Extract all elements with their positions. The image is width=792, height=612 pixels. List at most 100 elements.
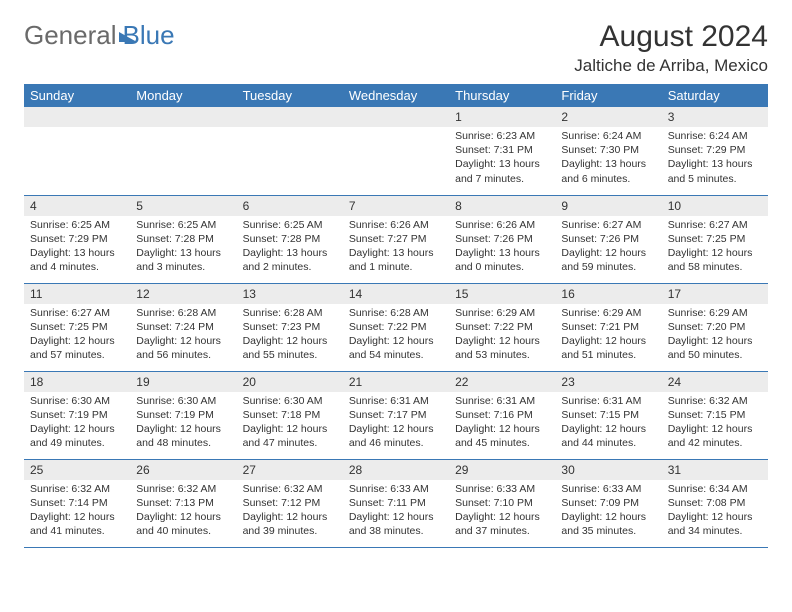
calendar-cell: 13Sunrise: 6:28 AMSunset: 7:23 PMDayligh… [237, 283, 343, 371]
day-number: 1 [449, 107, 555, 127]
sun-line: Sunrise: 6:33 AM [455, 482, 549, 496]
calendar-cell: 1Sunrise: 6:23 AMSunset: 7:31 PMDaylight… [449, 107, 555, 195]
day-number: 20 [237, 372, 343, 392]
calendar-cell [343, 107, 449, 195]
sun-line: Daylight: 12 hours and 53 minutes. [455, 334, 549, 362]
sun-line: Daylight: 12 hours and 38 minutes. [349, 510, 443, 538]
sun-line: Sunrise: 6:31 AM [455, 394, 549, 408]
sun-line: Daylight: 12 hours and 40 minutes. [136, 510, 230, 538]
location-label: Jaltiche de Arriba, Mexico [574, 56, 768, 76]
day-number: 3 [662, 107, 768, 127]
logo-text-general: General [24, 20, 117, 51]
cell-body: Sunrise: 6:29 AMSunset: 7:20 PMDaylight:… [662, 304, 768, 367]
cell-body: Sunrise: 6:23 AMSunset: 7:31 PMDaylight:… [449, 127, 555, 190]
sun-line: Sunrise: 6:30 AM [136, 394, 230, 408]
calendar-cell: 28Sunrise: 6:33 AMSunset: 7:11 PMDayligh… [343, 459, 449, 547]
sun-line: Daylight: 12 hours and 45 minutes. [455, 422, 549, 450]
sun-line: Daylight: 13 hours and 6 minutes. [561, 157, 655, 185]
day-number: 26 [130, 460, 236, 480]
sun-line: Daylight: 12 hours and 34 minutes. [668, 510, 762, 538]
sun-line: Sunrise: 6:23 AM [455, 129, 549, 143]
sun-line: Sunrise: 6:24 AM [561, 129, 655, 143]
col-header: Tuesday [237, 84, 343, 107]
sun-line: Sunset: 7:21 PM [561, 320, 655, 334]
sun-line: Sunset: 7:31 PM [455, 143, 549, 157]
sun-line: Sunset: 7:28 PM [243, 232, 337, 246]
calendar-header-row: Sunday Monday Tuesday Wednesday Thursday… [24, 84, 768, 107]
sun-line: Sunrise: 6:26 AM [455, 218, 549, 232]
calendar-cell [24, 107, 130, 195]
day-number: 21 [343, 372, 449, 392]
cell-body: Sunrise: 6:28 AMSunset: 7:23 PMDaylight:… [237, 304, 343, 367]
cell-body: Sunrise: 6:32 AMSunset: 7:13 PMDaylight:… [130, 480, 236, 543]
sun-line: Sunrise: 6:24 AM [668, 129, 762, 143]
sun-line: Sunrise: 6:32 AM [668, 394, 762, 408]
sun-line: Sunset: 7:28 PM [136, 232, 230, 246]
day-number: 7 [343, 196, 449, 216]
sun-line: Daylight: 12 hours and 55 minutes. [243, 334, 337, 362]
sun-line: Sunrise: 6:34 AM [668, 482, 762, 496]
sun-line: Sunrise: 6:26 AM [349, 218, 443, 232]
sun-line: Sunrise: 6:30 AM [243, 394, 337, 408]
calendar-cell: 24Sunrise: 6:32 AMSunset: 7:15 PMDayligh… [662, 371, 768, 459]
sun-line: Daylight: 13 hours and 1 minute. [349, 246, 443, 274]
sun-line: Sunset: 7:10 PM [455, 496, 549, 510]
logo: General Blue [24, 20, 175, 51]
sun-line: Sunset: 7:22 PM [349, 320, 443, 334]
page-header: General Blue August 2024 Jaltiche de Arr… [24, 20, 768, 76]
day-number: 27 [237, 460, 343, 480]
cell-body: Sunrise: 6:25 AMSunset: 7:28 PMDaylight:… [237, 216, 343, 279]
sun-line: Daylight: 12 hours and 41 minutes. [30, 510, 124, 538]
sun-line: Sunset: 7:29 PM [668, 143, 762, 157]
cell-body: Sunrise: 6:25 AMSunset: 7:28 PMDaylight:… [130, 216, 236, 279]
cell-body: Sunrise: 6:31 AMSunset: 7:16 PMDaylight:… [449, 392, 555, 455]
calendar-week-row: 25Sunrise: 6:32 AMSunset: 7:14 PMDayligh… [24, 459, 768, 547]
title-block: August 2024 Jaltiche de Arriba, Mexico [574, 20, 768, 76]
sun-line: Daylight: 12 hours and 51 minutes. [561, 334, 655, 362]
calendar-cell: 7Sunrise: 6:26 AMSunset: 7:27 PMDaylight… [343, 195, 449, 283]
sun-line: Daylight: 12 hours and 42 minutes. [668, 422, 762, 450]
day-number: 12 [130, 284, 236, 304]
sun-line: Sunrise: 6:28 AM [349, 306, 443, 320]
sun-line: Daylight: 12 hours and 57 minutes. [30, 334, 124, 362]
sun-line: Sunset: 7:29 PM [30, 232, 124, 246]
sun-line: Daylight: 12 hours and 39 minutes. [243, 510, 337, 538]
cell-body: Sunrise: 6:34 AMSunset: 7:08 PMDaylight:… [662, 480, 768, 543]
day-number: 18 [24, 372, 130, 392]
col-header: Saturday [662, 84, 768, 107]
sun-line: Sunrise: 6:32 AM [136, 482, 230, 496]
sun-line: Daylight: 12 hours and 44 minutes. [561, 422, 655, 450]
day-number: 24 [662, 372, 768, 392]
sun-line: Sunset: 7:11 PM [349, 496, 443, 510]
calendar-cell: 31Sunrise: 6:34 AMSunset: 7:08 PMDayligh… [662, 459, 768, 547]
sun-line: Daylight: 13 hours and 2 minutes. [243, 246, 337, 274]
calendar-cell: 25Sunrise: 6:32 AMSunset: 7:14 PMDayligh… [24, 459, 130, 547]
calendar-cell: 6Sunrise: 6:25 AMSunset: 7:28 PMDaylight… [237, 195, 343, 283]
calendar-table: Sunday Monday Tuesday Wednesday Thursday… [24, 84, 768, 548]
cell-body: Sunrise: 6:31 AMSunset: 7:17 PMDaylight:… [343, 392, 449, 455]
sun-line: Sunrise: 6:29 AM [561, 306, 655, 320]
day-number: 8 [449, 196, 555, 216]
cell-body: Sunrise: 6:33 AMSunset: 7:10 PMDaylight:… [449, 480, 555, 543]
sun-line: Sunset: 7:14 PM [30, 496, 124, 510]
calendar-cell: 3 Sunrise: 6:24 AMSunset: 7:29 PMDaylight… [662, 107, 768, 195]
cell-body: Sunrise: 6:25 AMSunset: 7:29 PMDaylight:… [24, 216, 130, 279]
sun-line: Daylight: 12 hours and 47 minutes. [243, 422, 337, 450]
col-header: Sunday [24, 84, 130, 107]
sun-line: Daylight: 12 hours and 37 minutes. [455, 510, 549, 538]
calendar-cell: 17Sunrise: 6:29 AMSunset: 7:20 PMDayligh… [662, 283, 768, 371]
cell-body: Sunrise: 6:30 AMSunset: 7:19 PMDaylight:… [130, 392, 236, 455]
day-number: 13 [237, 284, 343, 304]
day-number [130, 107, 236, 127]
day-number: 28 [343, 460, 449, 480]
day-number: 11 [24, 284, 130, 304]
sun-line: Sunset: 7:23 PM [243, 320, 337, 334]
sun-line: Daylight: 13 hours and 5 minutes. [668, 157, 762, 185]
sun-line: Daylight: 12 hours and 46 minutes. [349, 422, 443, 450]
sun-line: Sunrise: 6:33 AM [561, 482, 655, 496]
cell-body: Sunrise: 6:32 AMSunset: 7:12 PMDaylight:… [237, 480, 343, 543]
cell-body: Sunrise: 6:26 AMSunset: 7:27 PMDaylight:… [343, 216, 449, 279]
day-number: 9 [555, 196, 661, 216]
col-header: Monday [130, 84, 236, 107]
cell-body: Sunrise: 6:27 AMSunset: 7:26 PMDaylight:… [555, 216, 661, 279]
